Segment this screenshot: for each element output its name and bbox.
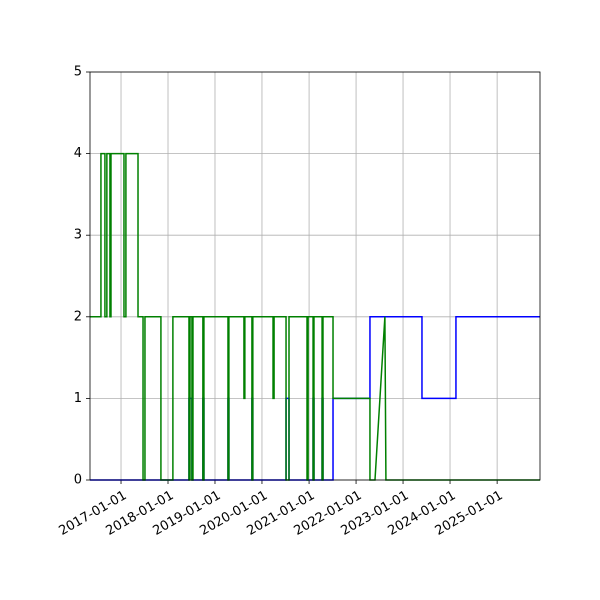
y-tick-label: 5 [74,65,82,80]
y-tick-label: 1 [74,391,82,406]
y-tick-label: 2 [74,309,82,324]
plot-frame [89,71,541,481]
y-tick-label: 3 [74,228,82,243]
y-tick-label: 0 [74,473,82,488]
y-tick-label: 4 [74,146,82,161]
